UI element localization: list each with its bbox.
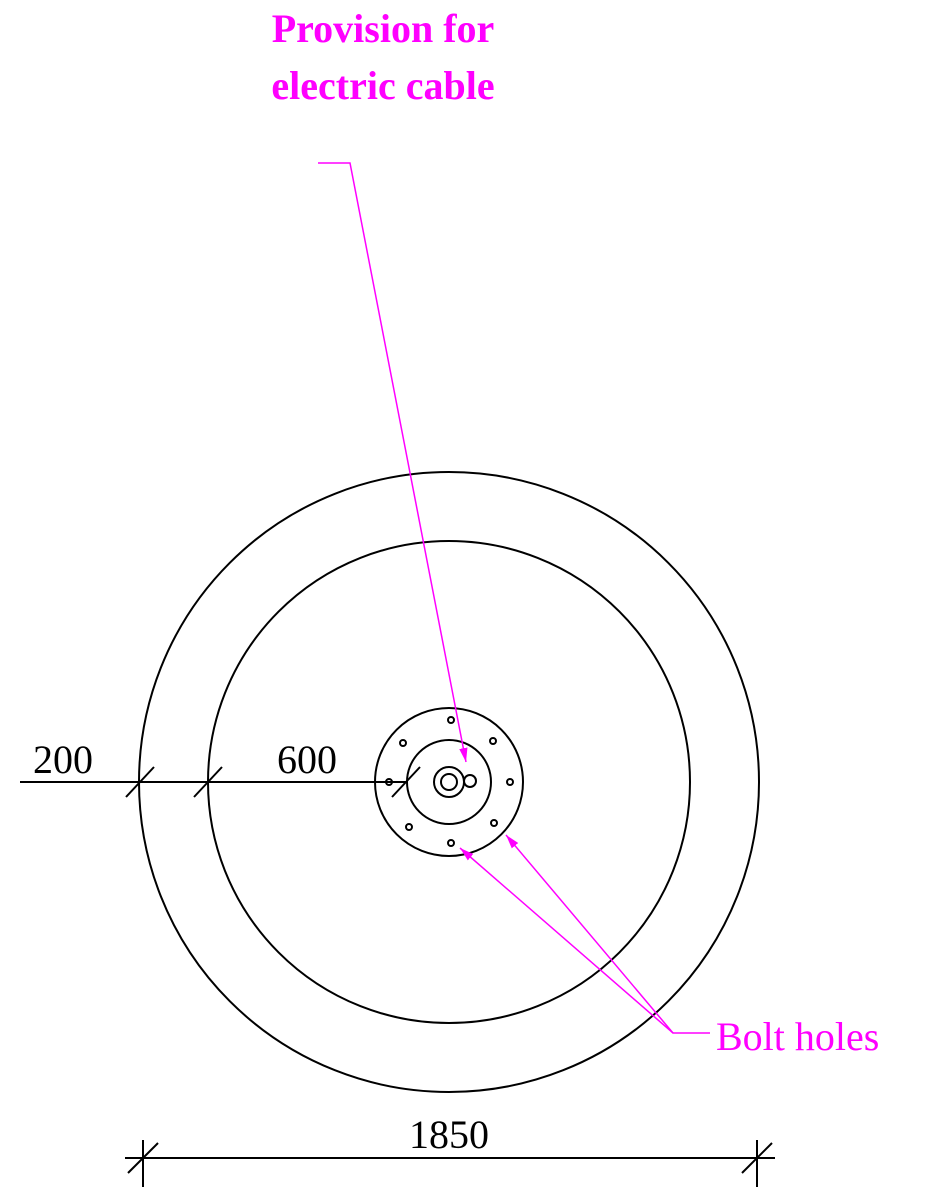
dimension-tick — [125, 766, 155, 798]
bolt-hole — [447, 839, 455, 847]
bolt-hole — [490, 819, 498, 827]
bolts-callout: Bolt holes — [459, 834, 879, 1059]
dimension-label: 200 — [33, 737, 93, 782]
bolt-hole — [506, 778, 514, 786]
dimension-tick — [391, 766, 421, 798]
dimension-label: 1850 — [409, 1112, 489, 1157]
flange-inner — [406, 739, 492, 825]
diameter-dimension: 1850 — [125, 1112, 775, 1187]
cable-callout: Provision for electric cable — [271, 6, 495, 763]
bolt-hole — [405, 823, 413, 831]
leader-line — [318, 162, 468, 763]
leader-line — [459, 847, 710, 1034]
radial-dimension: 200 600 — [20, 737, 421, 798]
leader-line — [505, 834, 674, 1034]
callout-title: electric cable — [271, 63, 494, 108]
pipe — [433, 766, 465, 798]
dimension-tick — [741, 1142, 773, 1174]
dimension-tick — [127, 1142, 159, 1174]
callout-label: Bolt holes — [716, 1014, 879, 1059]
callout-title: Provision for — [272, 6, 495, 51]
dimension-tick — [193, 766, 223, 798]
bolt-hole — [399, 739, 407, 747]
pipe-bore — [440, 773, 458, 791]
bolt-hole — [447, 716, 455, 724]
cable-hole — [463, 774, 477, 788]
dimension-label: 600 — [277, 737, 337, 782]
geometry — [138, 471, 760, 1093]
bolt-hole — [489, 737, 497, 745]
